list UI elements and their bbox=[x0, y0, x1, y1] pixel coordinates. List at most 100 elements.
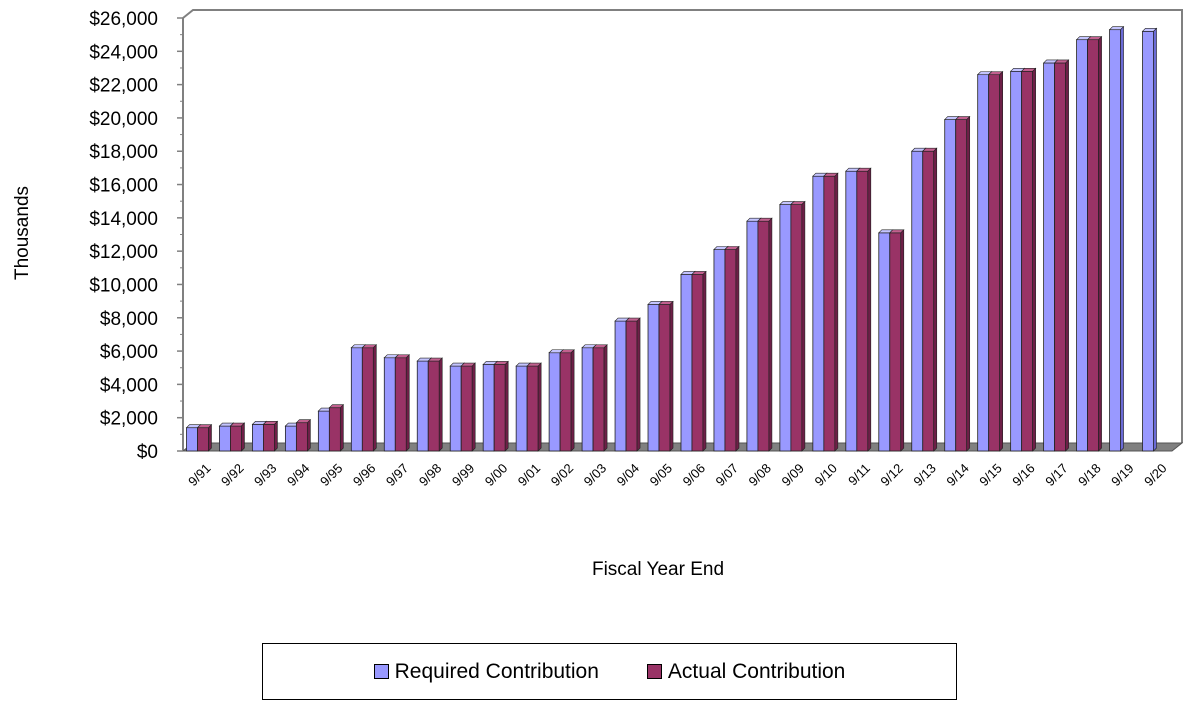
x-tick-label: 9/16 bbox=[1009, 461, 1038, 490]
bar-actual-9/94 bbox=[295, 422, 308, 452]
bar-side-face bbox=[999, 70, 1003, 452]
bar-actual-9/06 bbox=[691, 274, 704, 452]
y-tick-label: $10,000 bbox=[89, 275, 158, 296]
bar-required-9/04 bbox=[614, 320, 627, 452]
bar-required-9/15 bbox=[977, 74, 990, 452]
x-axis-title: Fiscal Year End bbox=[592, 559, 724, 580]
x-tick-label: 9/93 bbox=[251, 461, 280, 490]
bar-side-face bbox=[438, 357, 443, 452]
bar-actual-9/04 bbox=[625, 320, 638, 452]
y-tick-label: $14,000 bbox=[89, 209, 158, 230]
bar-actual-9/18 bbox=[1087, 39, 1099, 452]
bar-side-face bbox=[307, 418, 311, 452]
bar-side-face bbox=[274, 420, 278, 452]
x-tick-label: 9/91 bbox=[185, 461, 214, 490]
y-tick-label: $16,000 bbox=[89, 176, 158, 197]
bar-required-9/14 bbox=[944, 119, 957, 452]
bar-required-9/97 bbox=[383, 357, 396, 452]
bar-actual-9/08 bbox=[757, 220, 770, 452]
bar-required-9/98 bbox=[416, 360, 429, 452]
x-tick-label: 9/11 bbox=[845, 461, 873, 489]
y-tick-label: $26,000 bbox=[89, 9, 158, 30]
y-tick-label: $4,000 bbox=[100, 375, 158, 396]
y-tick-label: $22,000 bbox=[89, 76, 158, 97]
bar-required-9/11 bbox=[845, 170, 858, 452]
bar-required-9/05 bbox=[647, 304, 660, 452]
bar-actual-9/13 bbox=[922, 150, 935, 452]
x-tick-label: 9/13 bbox=[910, 461, 939, 490]
x-tick-label: 9/09 bbox=[778, 461, 807, 490]
bar-side-face bbox=[1065, 59, 1069, 452]
x-tick-label: 9/20 bbox=[1141, 461, 1170, 490]
legend-label-required: Required Contribution bbox=[394, 659, 599, 683]
x-tick-label: 9/19 bbox=[1108, 461, 1137, 490]
bar-required-9/17 bbox=[1043, 62, 1056, 452]
bar-required-9/20 bbox=[1142, 30, 1154, 452]
bar-side-face bbox=[834, 172, 839, 452]
x-tick-label: 9/01 bbox=[515, 461, 544, 490]
bar-required-9/99 bbox=[449, 365, 462, 452]
back-wall-outline bbox=[182, 9, 1183, 443]
x-tick-label: 9/97 bbox=[383, 461, 412, 490]
legend-swatch-actual bbox=[646, 664, 662, 679]
bar-side-face bbox=[1153, 27, 1157, 452]
x-tick-label: 9/00 bbox=[482, 461, 511, 490]
bar-side-face bbox=[801, 200, 806, 452]
bar-required-9/16 bbox=[1010, 70, 1023, 452]
y-tick-label: $20,000 bbox=[89, 109, 158, 130]
x-tick-label: 9/98 bbox=[416, 461, 445, 490]
x-tick-label: 9/05 bbox=[647, 461, 676, 490]
bar-actual-9/10 bbox=[823, 175, 836, 452]
bar-required-9/10 bbox=[812, 175, 825, 452]
x-tick-label: 9/12 bbox=[877, 461, 906, 490]
bar-actual-9/92 bbox=[230, 425, 242, 452]
legend-swatch-required bbox=[373, 664, 389, 679]
bar-required-9/00 bbox=[482, 363, 495, 452]
bar-side-face bbox=[504, 360, 509, 452]
x-tick-label: 9/14 bbox=[943, 461, 972, 490]
x-tick-label: 9/07 bbox=[713, 461, 742, 490]
bar-required-9/93 bbox=[252, 423, 264, 452]
bar-side-face bbox=[867, 167, 872, 452]
bar-actual-9/09 bbox=[790, 204, 803, 452]
bar-required-9/07 bbox=[713, 249, 726, 452]
bar-side-face bbox=[373, 344, 377, 452]
bar-required-9/19 bbox=[1109, 29, 1121, 452]
bar-required-9/01 bbox=[515, 365, 528, 452]
bar-side-face bbox=[768, 217, 773, 452]
bar-required-9/08 bbox=[746, 220, 759, 452]
bar-actual-9/99 bbox=[460, 365, 473, 452]
bar-required-9/03 bbox=[581, 347, 594, 452]
y-tick-label: $2,000 bbox=[100, 409, 158, 430]
bar-side-face bbox=[669, 300, 674, 452]
bar-actual-9/95 bbox=[328, 407, 341, 452]
bar-actual-9/00 bbox=[493, 363, 506, 452]
bar-actual-9/16 bbox=[1021, 70, 1034, 452]
bar-side-face bbox=[340, 403, 344, 452]
x-tick-label: 9/15 bbox=[976, 461, 1005, 490]
bar-actual-9/15 bbox=[988, 74, 1001, 452]
bar-side-face bbox=[1120, 25, 1124, 452]
bar-actual-9/02 bbox=[559, 352, 572, 452]
x-tick-label: 9/18 bbox=[1075, 461, 1104, 490]
y-tick-label: $12,000 bbox=[89, 242, 158, 263]
y-tick-label: $0 bbox=[137, 442, 158, 463]
bar-side-face bbox=[900, 229, 905, 452]
bar-required-9/12 bbox=[878, 232, 891, 452]
x-tick-label: 9/95 bbox=[317, 461, 346, 490]
bar-side-face bbox=[537, 362, 542, 452]
legend-item-actual: Actual Contribution bbox=[646, 660, 845, 684]
bar-actual-9/91 bbox=[197, 427, 209, 452]
x-tick-label: 9/94 bbox=[284, 461, 313, 490]
bar-required-9/92 bbox=[219, 425, 231, 452]
bar-side-face bbox=[933, 147, 938, 452]
bar-required-9/18 bbox=[1076, 39, 1088, 452]
bar-actual-9/93 bbox=[263, 423, 275, 452]
bar-side-face bbox=[636, 317, 641, 452]
x-tick-label: 9/92 bbox=[218, 461, 247, 490]
bar-side-face bbox=[1032, 67, 1036, 452]
bar-actual-9/97 bbox=[394, 357, 407, 452]
bar-actual-9/98 bbox=[427, 360, 440, 452]
bar-side-face bbox=[966, 115, 971, 452]
